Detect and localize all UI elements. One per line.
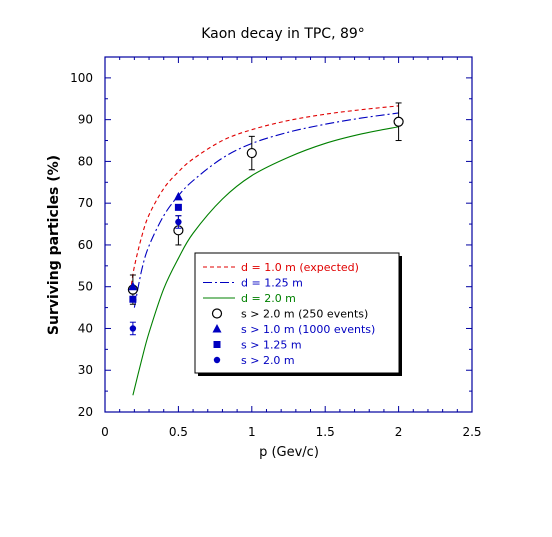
legend-marker [213, 356, 221, 364]
y-tick-label: 30 [78, 363, 93, 377]
data-point [173, 191, 183, 201]
series-line-1 [133, 112, 399, 308]
legend-marker [212, 324, 222, 333]
y-tick-label: 20 [78, 405, 93, 419]
legend-box [194, 252, 400, 374]
legend-label: d = 2.0 m [241, 292, 296, 305]
x-axis-label: p (Gev/c) [259, 445, 319, 460]
chart-title: Kaon decay in TPC, 89° [201, 26, 365, 42]
data-point [175, 218, 182, 226]
data-point [129, 325, 137, 332]
series-line-0 [130, 105, 399, 285]
legend-marker [211, 308, 223, 319]
legend: d = 1.0 m (expected) d = 1.25 m d = 2.0 m s… [194, 252, 402, 376]
y-tick-label: 80 [78, 154, 93, 168]
legend-label: s > 2.0 m (250 events) [241, 308, 368, 321]
y-tick-label: 70 [78, 196, 93, 210]
y-axis-label: Surviving particles (%) [46, 155, 62, 335]
x-tick-label: 2.5 [462, 425, 481, 439]
x-tick-label: 1.5 [316, 425, 335, 439]
plot-frame [104, 56, 473, 413]
plot-layer: 0 0.5 1 1.5 2 2.5 20 30 40 50 60 70 80 90 100 [70, 56, 482, 439]
x-tick-label: 1 [248, 425, 256, 439]
x-tick-label: 0.5 [169, 425, 188, 439]
y-tick-label: 60 [78, 238, 93, 252]
x-tick-label: 2 [395, 425, 403, 439]
legend-label: d = 1.25 m [241, 277, 303, 290]
y-tick-label: 50 [78, 280, 93, 294]
data-point [246, 147, 257, 159]
y-tick-label: 40 [78, 321, 93, 335]
data-point [393, 116, 404, 127]
legend-label: s > 2.0 m [241, 354, 295, 367]
data-point [174, 203, 182, 211]
data-point [128, 281, 138, 291]
series-line-2 [132, 126, 399, 396]
legend-label: s > 1.0 m (1000 events) [241, 323, 375, 336]
y-tick-label: 90 [78, 113, 93, 127]
legend-marker [213, 341, 221, 348]
legend-label: s > 1.25 m [241, 339, 302, 352]
x-tick-label: 0 [101, 425, 109, 439]
data-point [129, 295, 137, 303]
y-tick-label: 100 [70, 71, 93, 85]
legend-label: d = 1.0 m (expected) [241, 261, 359, 274]
